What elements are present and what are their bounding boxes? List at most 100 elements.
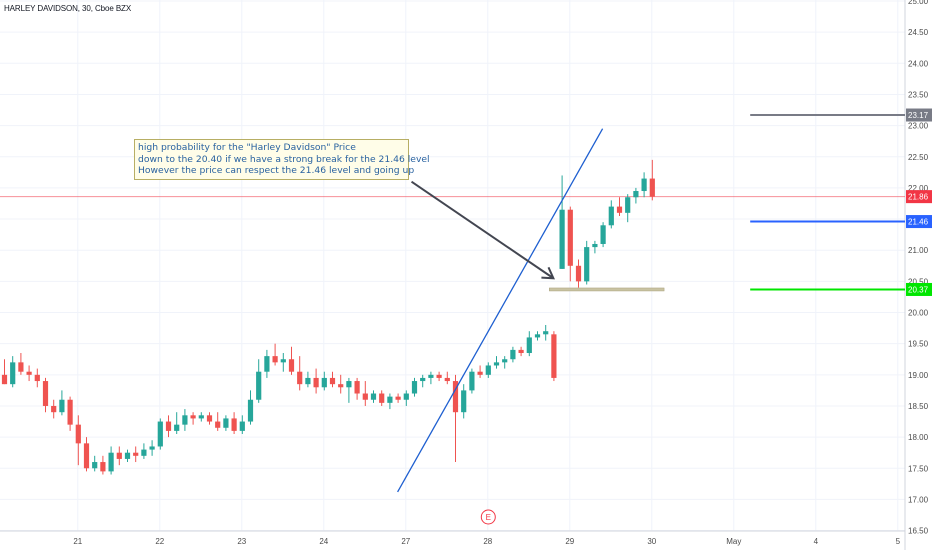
candle-body bbox=[452, 381, 459, 413]
candle-body bbox=[551, 334, 557, 378]
trend-line[interactable] bbox=[397, 128, 604, 493]
candle-body bbox=[461, 390, 467, 413]
y-tick-label: 21.00 bbox=[908, 246, 929, 255]
price-badge bbox=[906, 282, 932, 296]
candle-body bbox=[592, 243, 598, 248]
candle-body bbox=[124, 452, 131, 459]
y-tick-label: 24.00 bbox=[908, 59, 929, 68]
candle-body bbox=[329, 377, 336, 385]
candle-body bbox=[75, 424, 81, 444]
text-annotation[interactable]: high probability for the "Harley Davidso… bbox=[134, 139, 430, 180]
x-tick-label: 29 bbox=[565, 537, 574, 546]
y-tick-label: 18.00 bbox=[908, 433, 929, 442]
x-tick-label: 24 bbox=[319, 537, 328, 546]
x-tick-label: 4 bbox=[814, 537, 819, 546]
x-tick-label: 22 bbox=[155, 537, 164, 546]
annotation-line: down to the 20.40 if we have a strong br… bbox=[138, 153, 430, 165]
candle-body bbox=[616, 206, 623, 213]
y-tick-label: 16.50 bbox=[908, 527, 929, 536]
candle-body bbox=[174, 424, 180, 431]
candle-body bbox=[272, 356, 278, 363]
target-zone-rectangle[interactable] bbox=[549, 287, 665, 292]
candle-body bbox=[297, 371, 303, 385]
candle-body bbox=[625, 197, 631, 213]
candle-body bbox=[633, 191, 639, 198]
candle-body bbox=[100, 462, 106, 472]
candle-body bbox=[641, 178, 647, 192]
candle-body bbox=[493, 362, 500, 366]
price-badge bbox=[906, 215, 932, 229]
candle-body bbox=[83, 443, 90, 469]
candle-body bbox=[346, 381, 352, 388]
earnings-marker[interactable] bbox=[480, 509, 496, 525]
candle-body bbox=[411, 381, 418, 394]
candle-body bbox=[182, 415, 188, 425]
y-tick-label: 17.00 bbox=[908, 495, 929, 504]
candle-body bbox=[469, 371, 475, 391]
candle-body bbox=[239, 421, 245, 431]
y-tick-label: 23.50 bbox=[908, 90, 929, 99]
candle-body bbox=[10, 362, 16, 385]
candle-body bbox=[190, 415, 196, 419]
earnings-marker-label: E bbox=[486, 513, 491, 522]
candle-body bbox=[280, 359, 286, 363]
y-tick-label: 25.00 bbox=[908, 0, 929, 6]
price-badge-label: 21.46 bbox=[908, 218, 929, 227]
candle-body bbox=[518, 349, 524, 354]
y-tick-label: 20.00 bbox=[908, 309, 929, 318]
x-tick-label: 5 bbox=[896, 537, 901, 546]
candle-body bbox=[26, 371, 32, 375]
y-tick-label: 23.00 bbox=[908, 122, 929, 131]
candle-body bbox=[444, 377, 450, 382]
candle-body bbox=[1, 374, 8, 385]
candle-body bbox=[133, 452, 139, 456]
candle-body bbox=[600, 225, 606, 244]
candle-body bbox=[370, 393, 377, 400]
candle-body bbox=[288, 359, 295, 372]
symbol-title: HARLEY DAVIDSON, 30, Cboe BZX bbox=[4, 4, 132, 13]
annotation-line: high probability for the "Harley Davidso… bbox=[138, 142, 356, 153]
candle-body bbox=[108, 452, 114, 472]
candle-body bbox=[436, 374, 442, 378]
arrow-head bbox=[541, 266, 555, 280]
x-tick-label: 23 bbox=[237, 537, 246, 546]
candle-body bbox=[362, 393, 368, 400]
candle-body bbox=[51, 405, 57, 413]
price-badge-label: 21.86 bbox=[908, 193, 929, 202]
x-tick-label: May bbox=[726, 537, 741, 546]
candle-body bbox=[354, 381, 360, 394]
candle-body bbox=[18, 362, 24, 372]
candle-body bbox=[526, 337, 532, 354]
candle-body bbox=[338, 384, 344, 388]
y-tick-label: 19.50 bbox=[908, 340, 929, 349]
candle-body bbox=[477, 371, 483, 375]
price-badge-label: 23.17 bbox=[908, 111, 929, 120]
y-tick-label: 18.50 bbox=[908, 402, 929, 411]
candle-body bbox=[305, 377, 311, 385]
candle-body bbox=[141, 449, 147, 456]
candle-body bbox=[534, 334, 541, 338]
candle-body bbox=[223, 418, 229, 428]
y-tick-label: 24.50 bbox=[908, 28, 929, 37]
candle-body bbox=[403, 393, 409, 400]
candle-body bbox=[42, 381, 49, 406]
candle-body bbox=[428, 374, 434, 378]
candle-body bbox=[206, 415, 213, 422]
candle-body bbox=[247, 399, 254, 422]
candle-body bbox=[387, 396, 393, 403]
y-tick-label: 22.00 bbox=[908, 184, 929, 193]
candle-body bbox=[502, 359, 508, 363]
candle-body bbox=[608, 206, 614, 226]
arrow-line[interactable] bbox=[410, 180, 554, 280]
candle-body bbox=[567, 209, 573, 266]
x-tick-label: 21 bbox=[73, 537, 82, 546]
y-tick-label: 19.00 bbox=[908, 371, 929, 380]
candle-body bbox=[165, 421, 172, 431]
y-tick-label: 20.50 bbox=[908, 277, 929, 286]
candle-body bbox=[92, 462, 98, 469]
candle-body bbox=[157, 421, 163, 447]
candle-body bbox=[149, 446, 155, 450]
